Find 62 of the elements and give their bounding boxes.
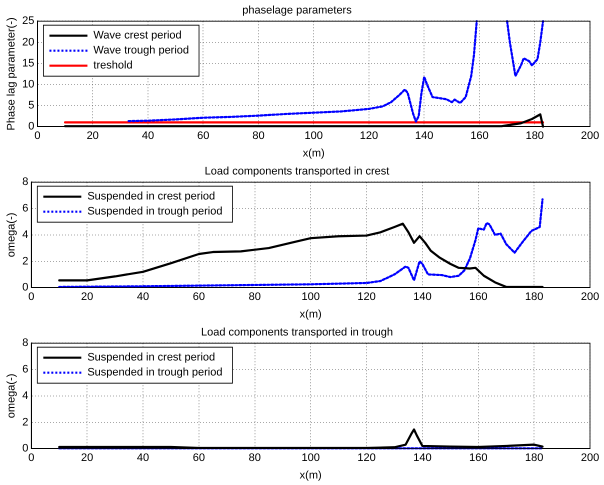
x-tick-label: 80 bbox=[248, 291, 261, 304]
legend-label: Suspended in trough period bbox=[87, 366, 222, 379]
x-tick-label: 100 bbox=[304, 130, 323, 142]
x-axis-title: x(m) bbox=[300, 308, 322, 320]
y-axis-title: omega(-) bbox=[6, 212, 18, 258]
x-tick-label: 120 bbox=[357, 291, 376, 304]
legend-label: Suspended in crest period bbox=[87, 352, 216, 364]
x-tick-label: 140 bbox=[415, 130, 434, 142]
x-axis-title: x(m) bbox=[302, 147, 325, 160]
x-tick-label: 200 bbox=[580, 291, 600, 304]
x-tick-label: 100 bbox=[301, 291, 320, 304]
x-tick-label: 20 bbox=[81, 291, 94, 304]
x-tick-label: 120 bbox=[360, 130, 378, 142]
x-tick-label: 80 bbox=[252, 130, 265, 142]
y-tick-label: 25 bbox=[22, 15, 34, 28]
legend-label: Suspended in trough period bbox=[87, 206, 222, 218]
x-tick-label: 160 bbox=[469, 452, 488, 464]
y-tick-label: 0 bbox=[22, 282, 28, 294]
y-tick-label: 6 bbox=[22, 202, 28, 215]
x-tick-label: 180 bbox=[524, 452, 544, 464]
x-tick-label: 20 bbox=[86, 130, 99, 142]
legend-label: Wave crest period bbox=[93, 30, 182, 42]
x-tick-label: 80 bbox=[248, 452, 261, 464]
y-tick-label: 4 bbox=[22, 228, 28, 241]
y-tick-label: 6 bbox=[22, 364, 28, 376]
chart-title: Load components transported in crest bbox=[204, 166, 390, 178]
x-axis-title: x(m) bbox=[300, 469, 322, 482]
x-tick-label: 60 bbox=[192, 291, 206, 304]
y-tick-label: 4 bbox=[22, 390, 28, 402]
y-tick-label: 15 bbox=[22, 57, 34, 70]
x-tick-label: 100 bbox=[301, 452, 320, 464]
y-tick-label: 2 bbox=[22, 416, 28, 428]
y-axis-title: Phase lag parameter(-) bbox=[6, 17, 18, 130]
x-tick-label: 180 bbox=[526, 130, 544, 142]
x-tick-label: 200 bbox=[580, 130, 600, 142]
x-tick-label: 160 bbox=[470, 130, 489, 142]
y-tick-label: 2 bbox=[22, 255, 28, 268]
x-tick-label: 140 bbox=[413, 452, 432, 464]
x-tick-label: 140 bbox=[413, 291, 432, 304]
x-tick-label: 40 bbox=[136, 452, 150, 464]
x-tick-label: 40 bbox=[142, 130, 154, 142]
x-tick-label: 180 bbox=[524, 291, 544, 304]
y-tick-label: 0 bbox=[28, 120, 34, 133]
x-tick-label: 200 bbox=[580, 452, 600, 464]
y-tick-label: 0 bbox=[22, 442, 28, 455]
x-tick-label: 120 bbox=[357, 452, 376, 464]
legend-label: Suspended in crest period bbox=[87, 190, 216, 203]
x-tick-label: 60 bbox=[197, 130, 210, 142]
chart-title: Load components transported in trough bbox=[200, 326, 394, 339]
chart-title: phaselage parameters bbox=[242, 4, 352, 17]
y-tick-label: 8 bbox=[22, 337, 28, 350]
legend-label: Wave trough period bbox=[93, 44, 190, 57]
y-tick-label: 8 bbox=[22, 176, 28, 188]
x-tick-label: 60 bbox=[192, 452, 206, 464]
y-tick-label: 20 bbox=[22, 36, 34, 48]
y-axis-title: omega(-) bbox=[6, 374, 18, 418]
y-tick-label: 10 bbox=[22, 78, 34, 90]
x-tick-label: 20 bbox=[81, 452, 94, 464]
x-tick-label: 40 bbox=[136, 291, 150, 304]
x-tick-label: 160 bbox=[469, 291, 488, 304]
y-tick-label: 5 bbox=[28, 100, 34, 112]
legend-label: treshold bbox=[93, 60, 133, 72]
